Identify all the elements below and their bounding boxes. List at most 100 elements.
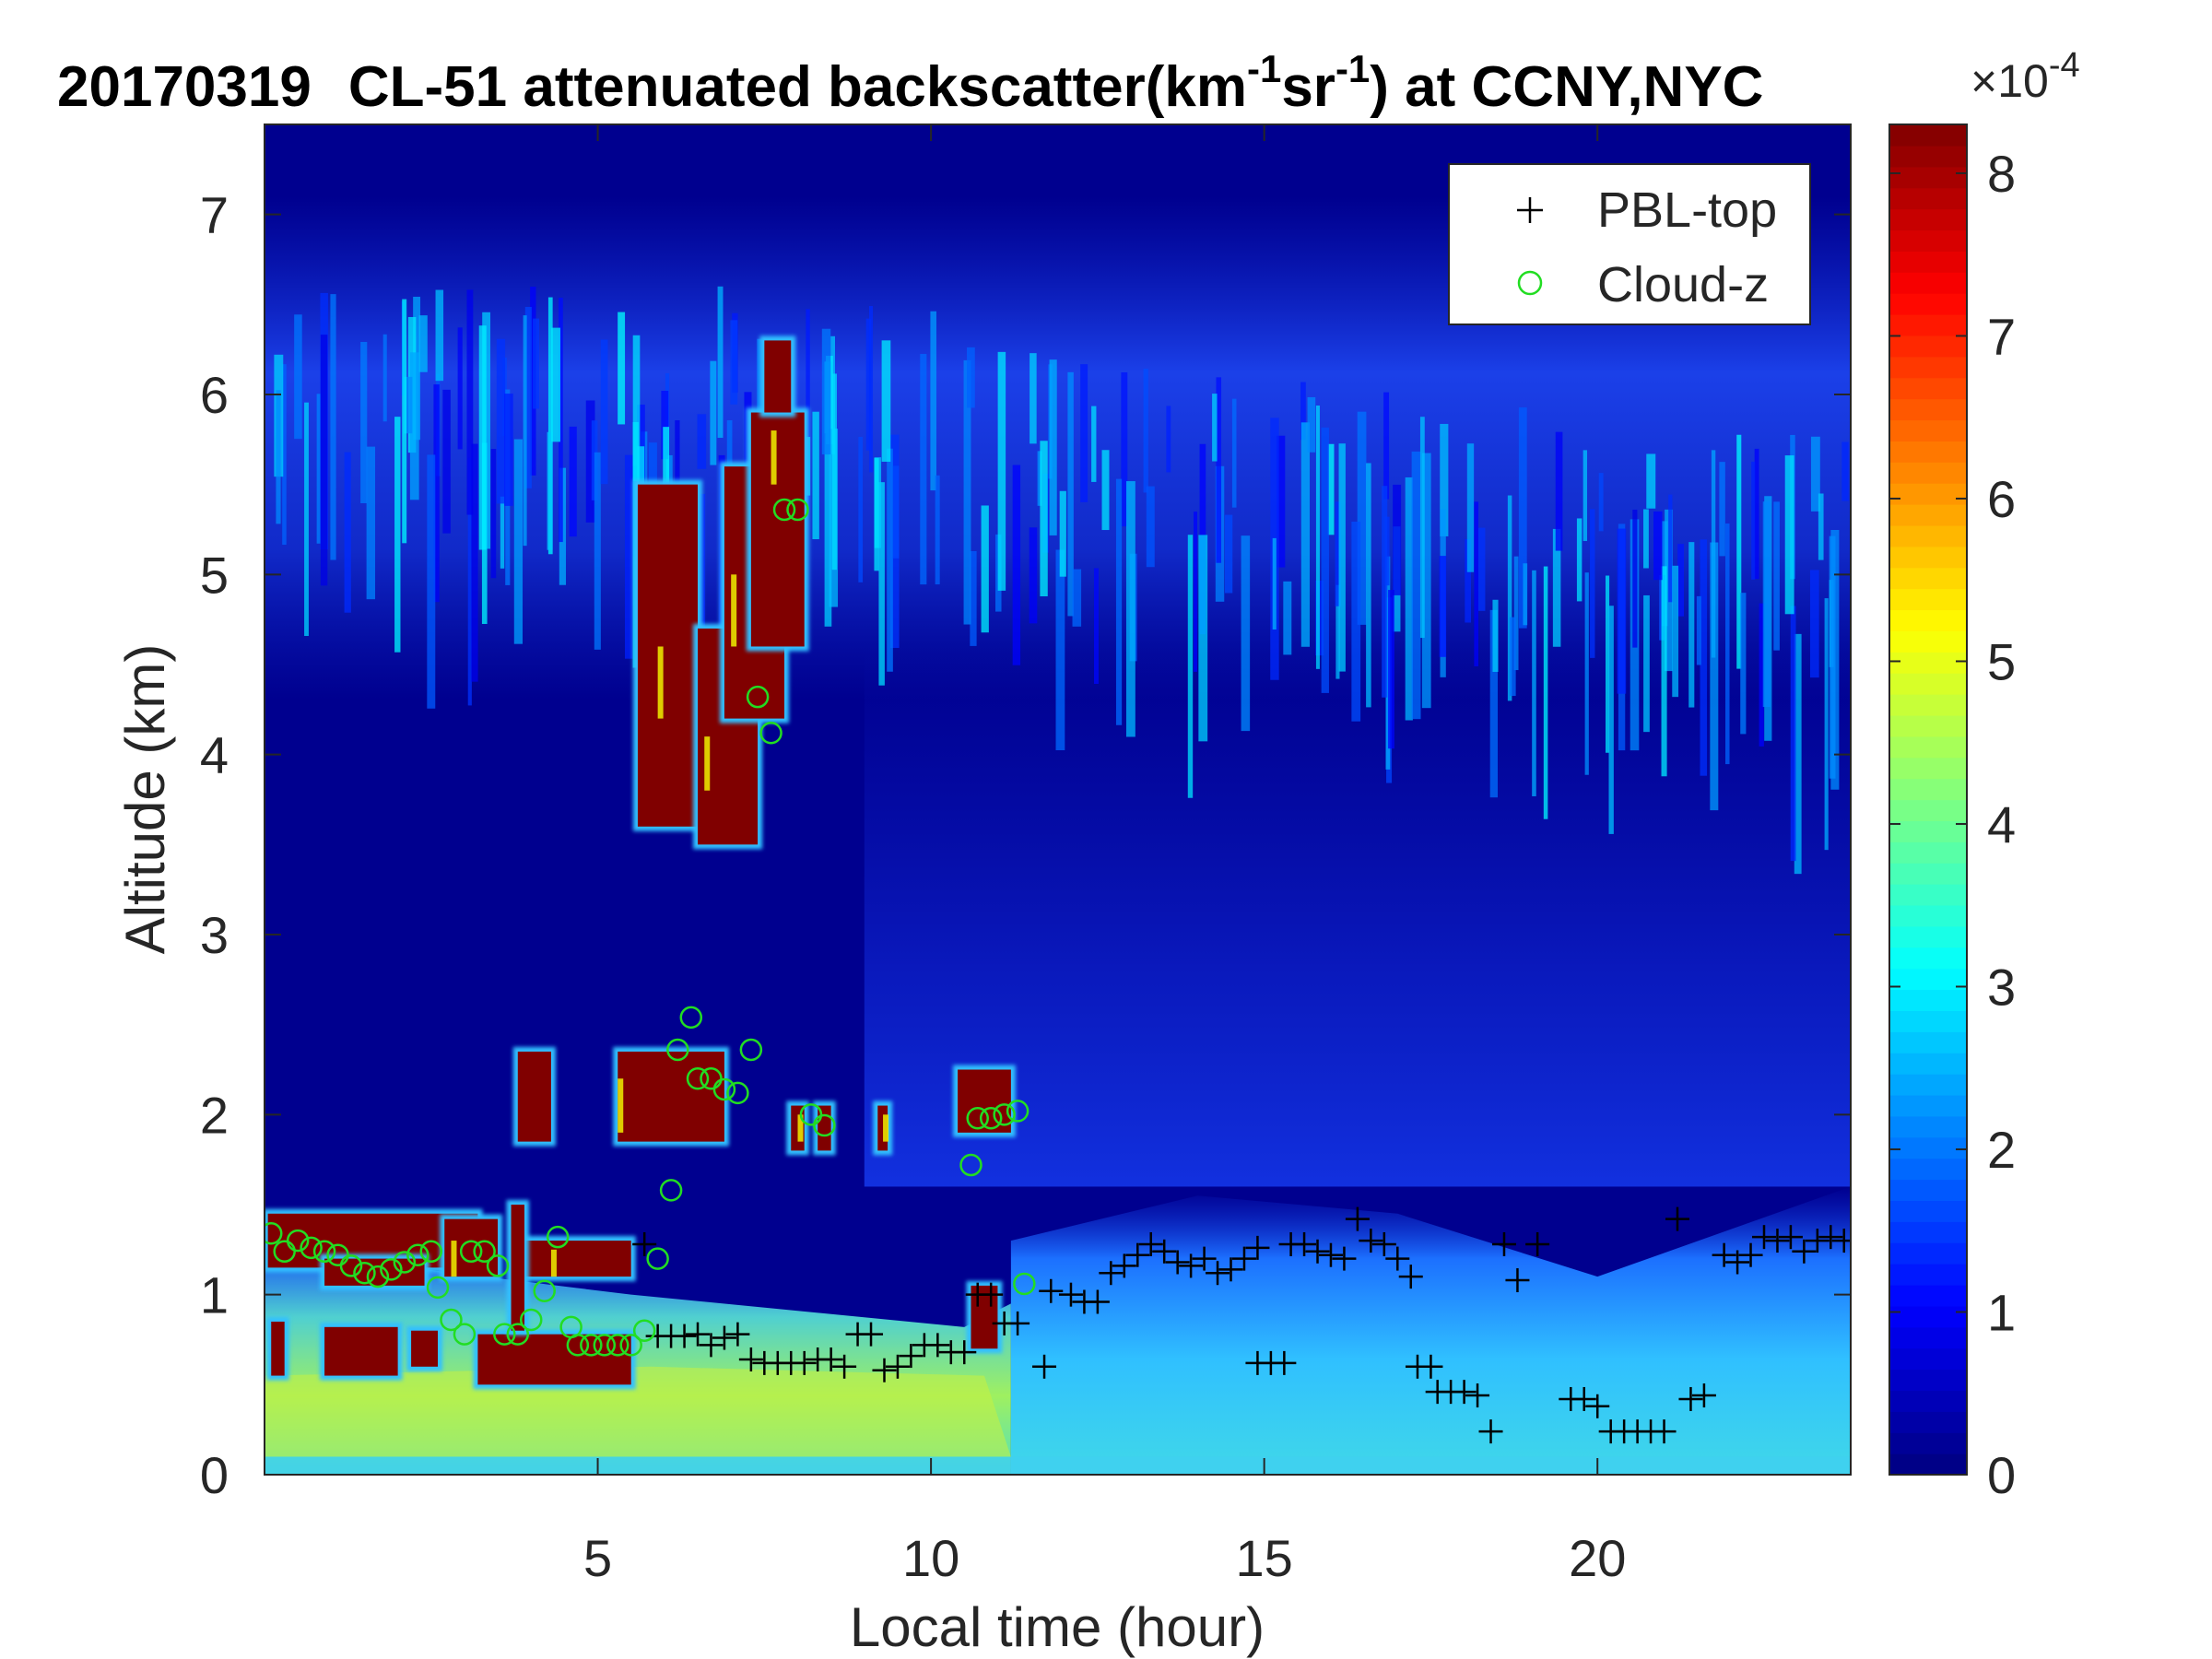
haze-streak bbox=[1677, 544, 1685, 617]
haze-streak bbox=[1661, 566, 1667, 777]
haze-streak bbox=[585, 400, 595, 523]
haze-streak bbox=[316, 394, 321, 544]
haze-streak bbox=[569, 426, 577, 537]
cloud-z-marker bbox=[746, 685, 770, 709]
haze-streak bbox=[1388, 590, 1394, 749]
haze-streak bbox=[930, 311, 936, 491]
haze-streak bbox=[1300, 382, 1306, 441]
haze-streak bbox=[920, 354, 927, 585]
colorbar-segment bbox=[1889, 419, 1967, 441]
cloud-glint bbox=[731, 574, 737, 647]
haze-streak bbox=[418, 315, 428, 372]
mid-haze-layer bbox=[864, 646, 1851, 1187]
haze-streak bbox=[730, 320, 738, 405]
colorbar-exponent: ×10-4 bbox=[1971, 46, 2080, 107]
haze-streak bbox=[1518, 407, 1527, 629]
pbl-top-marker bbox=[1505, 1268, 1530, 1293]
colorbar-segment bbox=[1889, 356, 1967, 379]
haze-streak bbox=[1300, 422, 1311, 647]
haze-streak bbox=[1321, 427, 1329, 693]
haze-streak bbox=[496, 338, 506, 504]
haze-streak bbox=[1646, 453, 1656, 509]
haze-streak bbox=[1029, 527, 1038, 624]
colorbar-segment bbox=[1889, 272, 1967, 294]
pbl-top-marker bbox=[1152, 1239, 1177, 1264]
colorbar-segment bbox=[1889, 1031, 1967, 1053]
cloud-glint bbox=[550, 1249, 557, 1277]
colorbar-tick-label: 3 bbox=[1987, 958, 2016, 1016]
legend-box bbox=[1448, 163, 1811, 325]
cloud-glint bbox=[657, 646, 664, 719]
haze-streak bbox=[1012, 465, 1021, 665]
y-tick-label: 2 bbox=[200, 1086, 229, 1144]
colorbar-segment bbox=[1889, 1179, 1967, 1202]
cloud-core bbox=[818, 1105, 831, 1151]
y-tick-label: 6 bbox=[200, 366, 229, 424]
haze-streak bbox=[366, 446, 376, 600]
cloud-core bbox=[877, 1105, 888, 1151]
haze-streak bbox=[1474, 501, 1479, 666]
haze-streak bbox=[831, 373, 837, 571]
pbl-top-marker bbox=[1525, 1231, 1550, 1256]
haze-streak bbox=[1419, 417, 1425, 639]
haze-streak bbox=[382, 334, 387, 422]
pbl-top-marker bbox=[1179, 1253, 1204, 1278]
haze-streak bbox=[1552, 528, 1561, 647]
cloud-z-marker bbox=[546, 1225, 570, 1249]
haze-streak bbox=[1710, 542, 1719, 811]
colorbar-segment bbox=[1889, 1284, 1967, 1307]
cloud-z-marker bbox=[459, 1240, 483, 1264]
haze-streak bbox=[1357, 411, 1367, 625]
pbl-top-marker bbox=[1478, 1419, 1503, 1444]
colorbar-segment bbox=[1889, 567, 1967, 590]
haze-streak bbox=[1055, 549, 1065, 750]
legend-entry-cloud-z: Cloud-z bbox=[1517, 257, 1769, 312]
legend-label-pbl-top: PBL-top bbox=[1597, 182, 1777, 238]
haze-streak bbox=[1143, 368, 1148, 493]
haze-streak bbox=[1809, 570, 1819, 678]
haze-streak bbox=[1283, 581, 1292, 655]
haze-streak bbox=[1405, 477, 1413, 721]
cloud-z-marker bbox=[380, 1258, 403, 1281]
colorbar-segment bbox=[1889, 251, 1967, 273]
haze-streak bbox=[812, 411, 819, 540]
haze-streak bbox=[1759, 603, 1764, 747]
haze-streak bbox=[1576, 518, 1583, 602]
cloud-z-marker bbox=[606, 1334, 629, 1357]
colorbar-frame bbox=[1888, 124, 1968, 1476]
haze-streak bbox=[1166, 406, 1171, 473]
haze-streak bbox=[1338, 443, 1346, 672]
pbl-top-marker bbox=[1452, 1380, 1477, 1405]
haze-streak bbox=[1272, 537, 1277, 629]
pbl-top-marker bbox=[1231, 1246, 1256, 1271]
pbl-top-marker bbox=[712, 1325, 736, 1350]
cloud-z-marker bbox=[440, 1308, 463, 1332]
colorbar-segment bbox=[1889, 757, 1967, 780]
haze-streak bbox=[1762, 501, 1771, 708]
cloud-z-marker bbox=[339, 1254, 363, 1277]
haze-streak bbox=[1216, 377, 1222, 563]
colorbar-tick-label: 1 bbox=[1987, 1283, 2016, 1341]
haze-streak bbox=[663, 427, 670, 530]
colorbar-segment bbox=[1889, 1053, 1967, 1075]
pbl-top-marker bbox=[1318, 1242, 1343, 1267]
pbl-top-marker bbox=[1725, 1250, 1750, 1275]
cloud-z-marker bbox=[533, 1279, 556, 1303]
surface-layer bbox=[265, 1456, 1851, 1475]
pbl-top-marker bbox=[1491, 1231, 1516, 1256]
colorbar-tick-label: 0 bbox=[1987, 1446, 2016, 1504]
pbl-top-marker bbox=[1332, 1246, 1357, 1271]
cloud-z-marker bbox=[966, 1106, 989, 1130]
colorbar-segment bbox=[1889, 441, 1967, 463]
haze-streak bbox=[1194, 512, 1198, 672]
haze-streak bbox=[500, 496, 505, 569]
y-tick-label: 1 bbox=[200, 1266, 229, 1324]
pbl-top-marker bbox=[1678, 1386, 1703, 1411]
title-sup1: -1 bbox=[1247, 47, 1281, 90]
pbl-top-marker bbox=[1272, 1350, 1297, 1375]
haze-streak bbox=[1672, 565, 1679, 698]
haze-streak bbox=[344, 452, 351, 613]
y-axis-label: Altitude (km) bbox=[114, 644, 176, 955]
haze-streak bbox=[1794, 633, 1802, 875]
cloud-z-marker bbox=[679, 1006, 703, 1030]
